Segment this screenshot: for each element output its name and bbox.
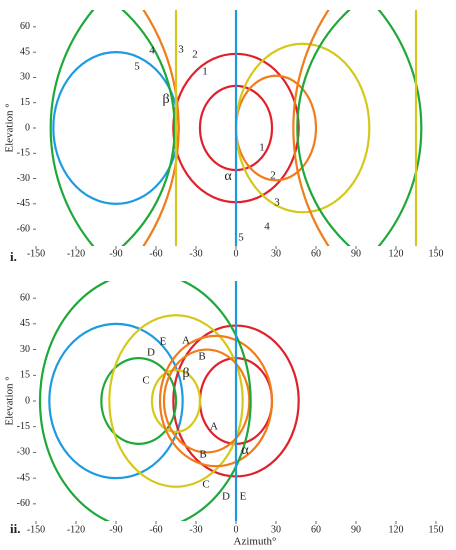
circle-curve	[100, 357, 178, 445]
curve-label: α	[224, 169, 232, 184]
x-tick-label: -120	[67, 248, 85, 259]
y-tick-label: -60	[17, 223, 30, 234]
circle-curve	[162, 348, 251, 454]
circle-curve	[108, 314, 244, 488]
curve-label: 4	[264, 221, 270, 233]
x-tick-label: 30	[271, 248, 281, 259]
y-tick-label: -15	[17, 148, 30, 159]
curve-label: 1	[202, 66, 208, 78]
x-tick-label: 0	[234, 248, 239, 259]
y-axis-label: Elevation °	[4, 376, 16, 425]
curve-label: 2	[192, 49, 198, 61]
y-tick-label: -60	[17, 498, 30, 509]
curve-label: 2	[270, 170, 276, 182]
curve-label: 5	[238, 232, 244, 244]
circle-curve	[158, 334, 274, 468]
curve-label: A	[210, 421, 218, 433]
y-tick-label: 0	[25, 122, 30, 133]
x-tick-label: 60	[311, 248, 321, 259]
x-tick-label: -60	[149, 248, 162, 259]
curve-label: D	[147, 347, 155, 359]
x-tick-label: -30	[189, 248, 202, 259]
circle-curve	[49, 10, 423, 246]
x-tick-label: 30	[271, 524, 281, 535]
x-tick-label: 90	[351, 524, 361, 535]
x-tick-label: -90	[109, 524, 122, 535]
y-tick-label: 0	[25, 395, 30, 406]
x-tick-label: -30	[189, 524, 202, 535]
y-tick-label: 15	[20, 97, 30, 108]
curve-label: 4	[149, 45, 155, 57]
circle-curve	[48, 322, 184, 480]
y-tick-label: 30	[20, 344, 30, 355]
curve-label: 5	[134, 61, 140, 73]
curve-label: D	[222, 491, 230, 503]
x-tick-label: -60	[149, 524, 162, 535]
curve-label: C	[142, 375, 149, 387]
y-tick-label: 15	[20, 370, 30, 381]
x-tick-label: -150	[27, 248, 45, 259]
plot-area	[38, 281, 300, 521]
y-tick-label: -30	[17, 447, 30, 458]
y-tick-label: 45	[20, 46, 30, 57]
circle-curve	[296, 10, 351, 246]
panel-label: i.	[10, 249, 17, 264]
x-tick-label: 90	[351, 248, 361, 259]
y-tick-label: -45	[17, 472, 30, 483]
circle-curve	[52, 51, 180, 205]
curve-label: B	[198, 351, 205, 363]
curve-label: α	[241, 443, 249, 458]
circle-curve	[142, 10, 180, 246]
curve-label: 3	[178, 44, 184, 56]
circle-curve	[292, 10, 330, 246]
x-tick-label: -120	[67, 524, 85, 535]
circle-curve	[121, 10, 176, 246]
y-tick-label: -30	[17, 173, 30, 184]
x-tick-label: 150	[429, 248, 444, 259]
y-tick-label: 60	[20, 21, 30, 32]
curve-label: 1	[259, 142, 265, 154]
panel-label: ii.	[10, 521, 20, 536]
curve-label: β	[162, 92, 169, 107]
x-axis-label: Azimuth°	[234, 536, 277, 548]
x-tick-label: 120	[389, 248, 404, 259]
x-tick-label: 60	[311, 524, 321, 535]
y-tick-label: 60	[20, 292, 30, 303]
x-tick-label: -150	[27, 524, 45, 535]
x-tick-label: 150	[429, 524, 444, 535]
circle-curve	[150, 369, 202, 433]
curve-label: β	[182, 366, 189, 381]
curve-label: E	[240, 491, 247, 503]
y-tick-label: 30	[20, 72, 30, 83]
y-tick-label: -15	[17, 421, 30, 432]
circle-curve	[234, 74, 318, 182]
curve-label: 3	[274, 197, 280, 209]
x-tick-label: 0	[234, 524, 239, 535]
x-tick-label: 120	[389, 524, 404, 535]
x-tick-label: -90	[109, 248, 122, 259]
y-tick-label: 45	[20, 318, 30, 329]
curve-label: A	[182, 335, 190, 347]
curve-label: E	[160, 336, 167, 348]
curve-label: B	[199, 449, 206, 461]
y-axis-label: Elevation °	[4, 103, 16, 152]
y-tick-label: -45	[17, 198, 30, 209]
circle-curve	[38, 281, 252, 521]
plot-area	[49, 10, 423, 246]
curve-label: C	[202, 479, 209, 491]
